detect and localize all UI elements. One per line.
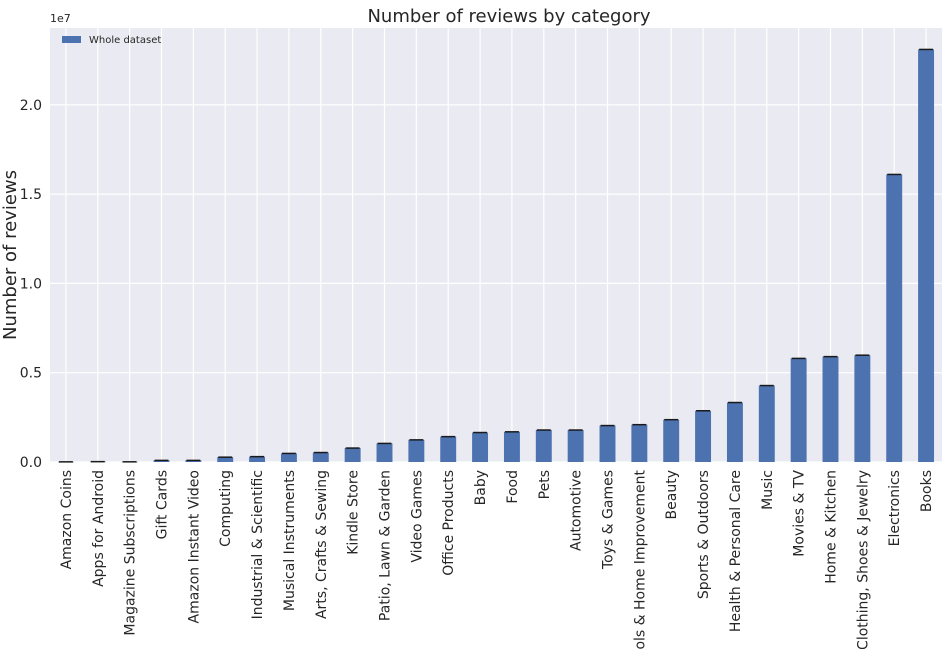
- x-tick-labels: Amazon Coins Apps for Android Magazine Sub…: [59, 469, 935, 653]
- bar: [886, 174, 903, 462]
- bar: [567, 430, 584, 462]
- bar: [631, 424, 648, 462]
- legend-swatch: [62, 36, 81, 43]
- y-tick-labels: 0.0 0.5 1.0 1.5 2.0: [20, 98, 42, 471]
- x-tick-label: Health & Personal Care: [728, 470, 744, 632]
- bar: [185, 460, 202, 462]
- x-tick-label: Pets: [537, 470, 553, 499]
- x-tick-label: Patio, Lawn & Garden: [378, 470, 394, 621]
- x-tick-label: Movies & TV: [792, 470, 808, 557]
- x-tick-label: Books: [919, 470, 935, 512]
- x-tick-label: Amazon Instant Video: [186, 470, 202, 623]
- x-tick-label: Amazon Coins: [59, 470, 75, 569]
- bar: [440, 436, 457, 462]
- x-tick-label: Computing: [218, 470, 234, 547]
- x-tick-label: Beauty: [664, 470, 680, 519]
- y-tick-label: 1.0: [20, 276, 42, 292]
- legend: Whole dataset: [62, 35, 161, 46]
- x-tick-label: Sports & Outdoors: [696, 470, 712, 599]
- bar: [153, 460, 170, 462]
- bars-layer: [57, 48, 935, 463]
- bar: [726, 402, 743, 462]
- bar: [344, 448, 361, 462]
- x-tick-label: Home & Kitchen: [824, 470, 840, 584]
- x-tick-label: Toys & Games: [601, 470, 617, 570]
- x-tick-label: Apps for Android: [91, 470, 107, 587]
- x-tick-label: Arts, Crafts & Sewing: [314, 470, 330, 619]
- bar: [758, 385, 775, 462]
- y-tick-label: 2.0: [20, 98, 42, 114]
- bar: [663, 419, 680, 462]
- y-axis-multiplier: 1e7: [50, 12, 71, 25]
- chart-title: Number of reviews by category: [367, 6, 650, 27]
- x-tick-label: Office Products: [441, 470, 457, 576]
- y-tick-label: 0.0: [20, 455, 42, 471]
- x-tick-label: Magazine Subscriptions: [123, 470, 139, 636]
- x-tick-label: Electronics: [887, 470, 903, 546]
- x-tick-label: Automotive: [569, 470, 585, 551]
- bar: [312, 452, 329, 462]
- x-tick-label: Video Games: [409, 470, 425, 563]
- x-tick-label: Music: [760, 470, 776, 510]
- y-tick-label: 1.5: [20, 187, 42, 203]
- x-tick-label: Kindle Store: [346, 470, 362, 555]
- x-tick-label: Tools & Home Improvement: [632, 469, 648, 649]
- plot-area: [50, 28, 942, 462]
- bar: [599, 425, 616, 462]
- x-tick-label: Clothing, Shoes & Jewelry: [855, 470, 871, 649]
- bar: [918, 49, 935, 462]
- x-tick-label: Baby: [473, 470, 489, 505]
- bar: [408, 439, 425, 462]
- bar: [249, 456, 266, 462]
- bar: [217, 457, 234, 462]
- bar: [472, 432, 489, 462]
- x-tick-label: Gift Cards: [155, 470, 171, 539]
- bar: [822, 356, 839, 462]
- bar: [280, 453, 297, 462]
- bar: [376, 443, 393, 462]
- y-tick-label: 0.5: [20, 366, 42, 382]
- bar: [503, 431, 520, 462]
- bar: [790, 358, 807, 462]
- legend-label: Whole dataset: [89, 35, 161, 46]
- x-tick-label: Musical Instruments: [282, 470, 298, 611]
- x-tick-label: Food: [505, 470, 521, 504]
- bar: [535, 430, 552, 462]
- bar: [854, 355, 871, 462]
- bar: [695, 410, 712, 462]
- y-axis-label: Number of reviews: [0, 170, 21, 340]
- x-tick-label: Industrial & Scientific: [250, 470, 266, 619]
